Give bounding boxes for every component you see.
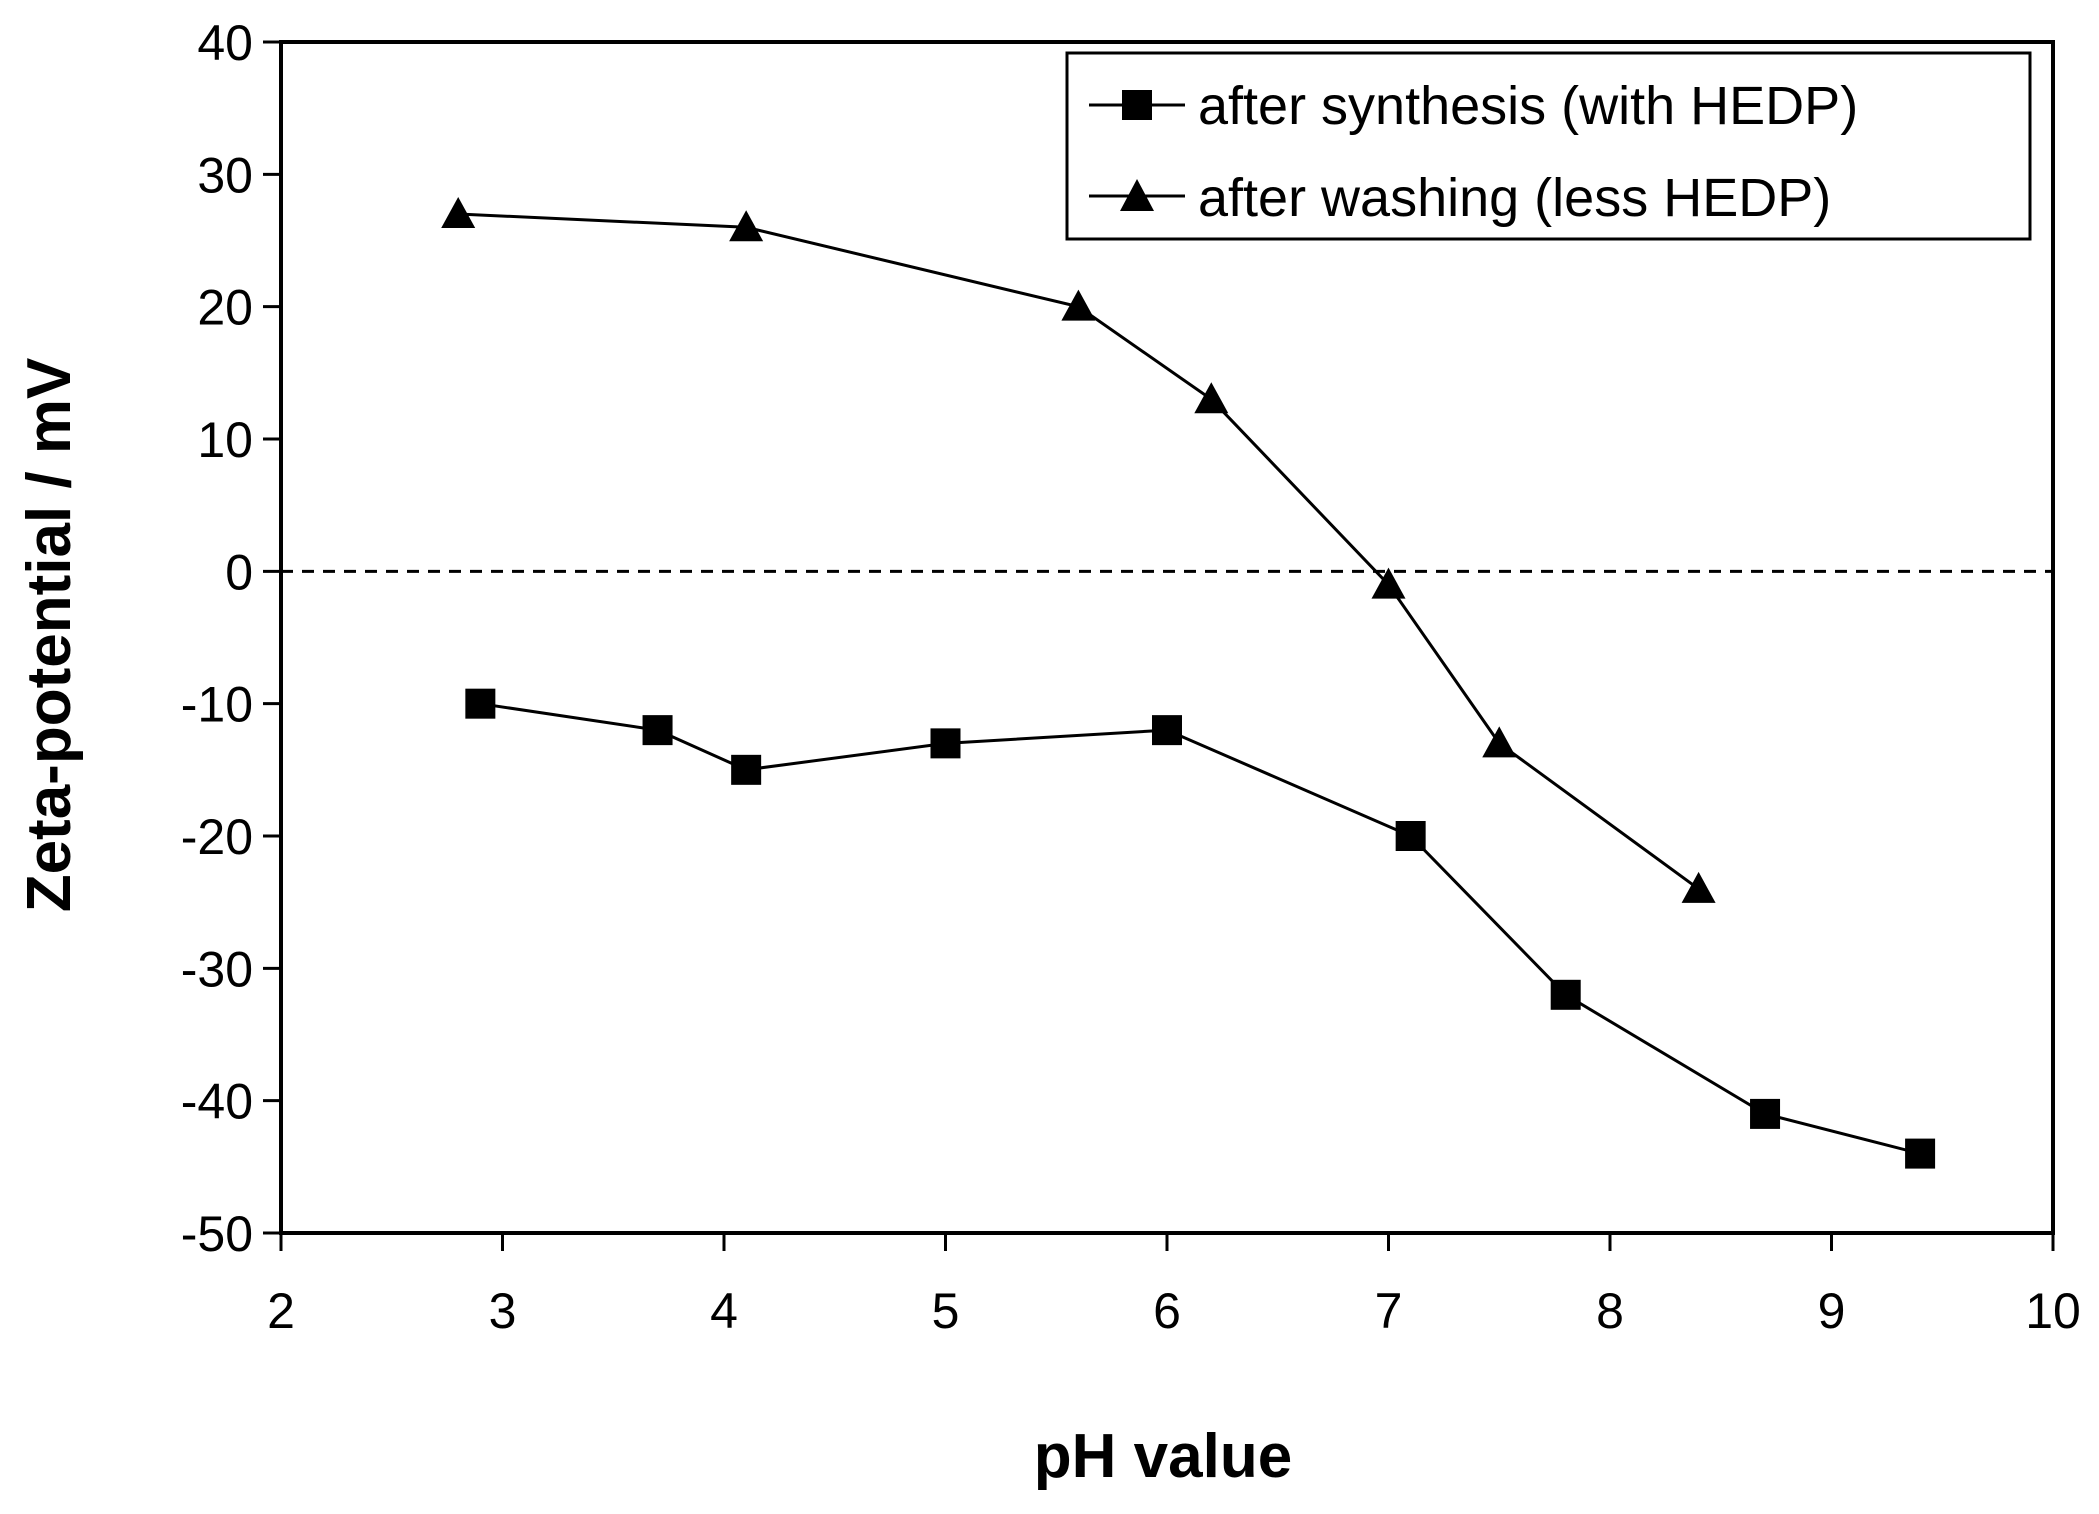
x-tick-label: 7 (1375, 1283, 1403, 1339)
legend-box (1065, 51, 2032, 241)
y-tick-label: -20 (181, 809, 253, 865)
x-axis-ticks: 2 3 4 5 6 7 8 9 10 (267, 1233, 2081, 1339)
y-tick-label: -10 (181, 677, 253, 733)
x-tick-label: 3 (489, 1283, 517, 1339)
legend-label-after-synthesis: after synthesis (with HEDP) (1198, 76, 1858, 136)
y-tick-label: -40 (181, 1074, 253, 1130)
legend-marker-square (1122, 90, 1152, 120)
series-layer (441, 197, 1936, 1169)
plot-area-frame (279, 40, 2055, 1235)
series-after-washing (441, 197, 1716, 903)
data-point-square (1750, 1098, 1781, 1129)
legend-entry-after-synthesis: after synthesis (with HEDP) (1089, 76, 1858, 136)
data-point-triangle (1194, 382, 1229, 414)
x-tick-label: 2 (267, 1283, 295, 1339)
x-tick-label: 4 (710, 1283, 738, 1339)
data-point-triangle (1371, 567, 1406, 599)
data-point-square (930, 728, 961, 759)
x-tick-label: 6 (1153, 1283, 1181, 1339)
y-tick-label: -30 (181, 941, 253, 997)
legend-entry-after-washing: after washing (less HEDP) (1089, 168, 1831, 228)
data-point-triangle (1482, 726, 1517, 758)
data-point-square (1395, 821, 1426, 851)
y-tick-label: 20 (197, 280, 253, 336)
x-tick-label: 10 (2025, 1283, 2081, 1339)
x-axis-title: pH value (1034, 1422, 1292, 1491)
series-after-synthesis (465, 688, 1936, 1169)
y-axis-title: Zeta-potential / mV (15, 358, 84, 913)
legend: after synthesis (with HEDP) after washin… (1065, 51, 2032, 241)
data-point-square (731, 754, 762, 785)
legend-marker-triangle (1120, 179, 1154, 211)
x-tick-label: 8 (1596, 1283, 1624, 1339)
y-tick-label: 0 (225, 544, 253, 600)
data-point-square (1152, 715, 1182, 746)
y-tick-label: 30 (197, 147, 253, 203)
data-point-square (642, 715, 673, 746)
y-tick-label: 40 (197, 15, 253, 71)
data-point-square (1550, 979, 1581, 1010)
data-point-square (465, 688, 496, 719)
x-tick-label: 5 (932, 1283, 960, 1339)
data-point-triangle (1061, 289, 1096, 321)
y-tick-label: -50 (181, 1206, 253, 1262)
x-tick-label: 9 (1818, 1283, 1846, 1339)
y-tick-label: 10 (197, 412, 253, 468)
data-point-triangle (441, 197, 476, 229)
data-point-triangle (1681, 871, 1716, 903)
y-axis-ticks: 40 30 20 10 0 -10 -20 -30 -40 -50 (181, 15, 281, 1262)
data-point-triangle (729, 210, 764, 242)
data-point-square (1905, 1138, 1936, 1169)
legend-label-after-washing: after washing (less HEDP) (1198, 168, 1831, 228)
